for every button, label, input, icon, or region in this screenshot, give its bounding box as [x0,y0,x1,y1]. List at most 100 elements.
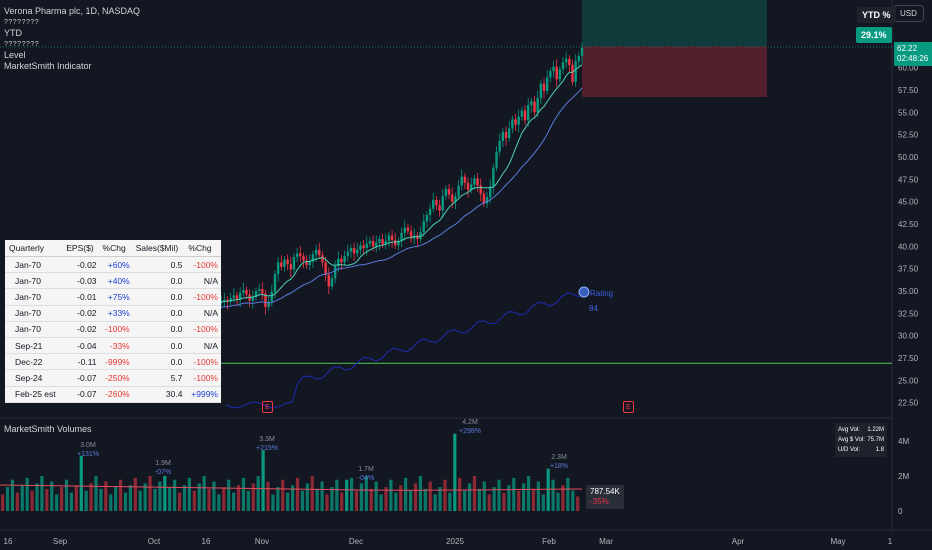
candle-body [463,176,467,183]
volume-bar [1,494,5,511]
candle-body [555,66,558,80]
candle-body [289,264,292,270]
candle-body [485,197,489,204]
candle-body [343,256,346,263]
table-cell: 0.0 [132,305,186,322]
candle-body [571,64,574,82]
currency-button[interactable]: USD [893,5,924,22]
volume-bar [566,477,570,511]
volume-bar [517,490,521,511]
candle-body [530,101,533,106]
volume-bar [35,483,39,511]
indicator-unknown[interactable]: ???????? [4,41,40,48]
volume-bar [286,492,290,511]
table-cell: Jan-70 [5,321,64,338]
volume-bar [291,485,295,511]
volume-bar [109,494,113,511]
volume-bar [20,485,24,511]
candle-body [422,221,425,232]
indicator-ytd[interactable]: YTD [4,28,22,38]
volume-bar [236,485,241,511]
candle-body [283,259,286,267]
rs-rating-value: 84 [589,304,598,313]
candle-body [454,196,457,202]
volume-annotation: 1.7M [358,466,374,473]
table-row: Sep-24 -0.07 -250% 5.7 -100% [5,369,221,387]
table-cell: 30.4 [132,386,186,403]
table-cell: -100% [99,321,133,338]
volume-bar [394,492,398,511]
volume-bar [443,479,447,511]
volume-bar [133,477,137,511]
candle-body [536,97,539,113]
symbol-title[interactable]: Verona Pharma plc, 1D, NASDAQ [4,6,141,16]
price-axis-label: 32.50 [898,309,919,318]
indicator-level[interactable]: Level [4,50,26,60]
volume-bar [15,492,19,511]
candle-body [235,295,239,300]
volume-bar [276,487,280,511]
volume-bar [418,476,422,511]
candle-body [337,258,340,266]
volume-annotation-change: +298% [459,428,481,435]
volume-annotation: 1.9M [155,460,171,467]
candle-body [403,227,406,233]
table-cell: 0.0 [132,337,186,355]
volume-bar [104,481,108,511]
volume-bar [522,483,526,511]
volume-stats-box: Avg Vol: 1.22M Avg $ Vol: 75.7M U/D Vol: 1.… [835,423,887,457]
candle-body [223,299,226,301]
earnings-marker[interactable]: E [623,401,634,413]
volume-bar [458,477,462,511]
candle-body [346,251,349,257]
volume-bar [158,481,162,511]
earnings-marker[interactable]: E [262,401,273,413]
volume-annotation: 3.0M [80,442,96,449]
candle-body [356,249,359,254]
volume-bar [232,492,236,511]
candle-body [441,196,444,211]
volume-bar [546,468,550,511]
candle-body [479,185,482,194]
volume-annotation-change: +18% [550,463,568,470]
table-cell: -100% [185,321,221,338]
volume-bar [487,494,491,511]
volume-bar [340,492,344,511]
candle-body [425,215,429,222]
table-cell: -250% [99,369,133,387]
table-cell: -100% [185,288,221,306]
candle-body [292,256,296,270]
volume-bar [482,481,486,511]
volume-bar [349,477,354,511]
candle-body [482,193,486,204]
volume-panel-title[interactable]: MarketSmith Volumes [4,424,92,434]
indicator-marketsmith[interactable]: MarketSmith Indicator [4,61,92,71]
price-axis-label: 50.00 [898,153,919,162]
volume-bar [305,483,309,511]
candle-body [238,292,242,300]
table-cell: Sep-24 [5,369,64,387]
volume-bar [271,494,275,511]
candle-body [242,290,245,293]
candle-body [381,239,384,245]
candle-body [476,178,479,186]
volume-bar [320,481,324,511]
candle-body [451,194,454,202]
table-cell: Jan-70 [5,256,64,274]
rs-rating-dot [578,286,590,298]
candle-body [384,240,387,245]
volume-bar [423,488,427,511]
candle-body [270,291,274,302]
time-axis-label: 1 [888,537,893,546]
volume-bar [512,477,516,511]
candle-body [517,116,520,125]
candle-body [416,235,419,240]
table-row: Sep-21 -0.04 -33% 0.0 N/A [5,337,221,355]
candle-body [333,265,337,279]
target-zone [582,0,767,46]
volume-bar [99,488,103,511]
volume-bar [64,479,69,511]
table-cell: N/A [185,272,221,290]
volume-bar [369,488,373,511]
